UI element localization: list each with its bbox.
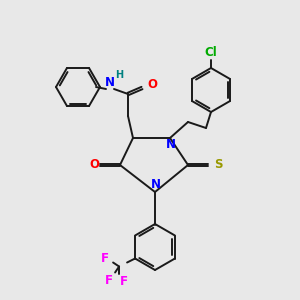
Text: N: N [151,178,161,191]
Text: F: F [101,252,109,265]
Text: O: O [147,77,157,91]
Text: O: O [89,158,99,172]
Text: F: F [105,274,113,287]
Text: Cl: Cl [205,46,218,59]
Text: H: H [115,70,123,80]
Text: S: S [214,158,222,172]
Text: F: F [120,275,128,288]
Text: N: N [105,76,115,88]
Text: N: N [166,139,176,152]
